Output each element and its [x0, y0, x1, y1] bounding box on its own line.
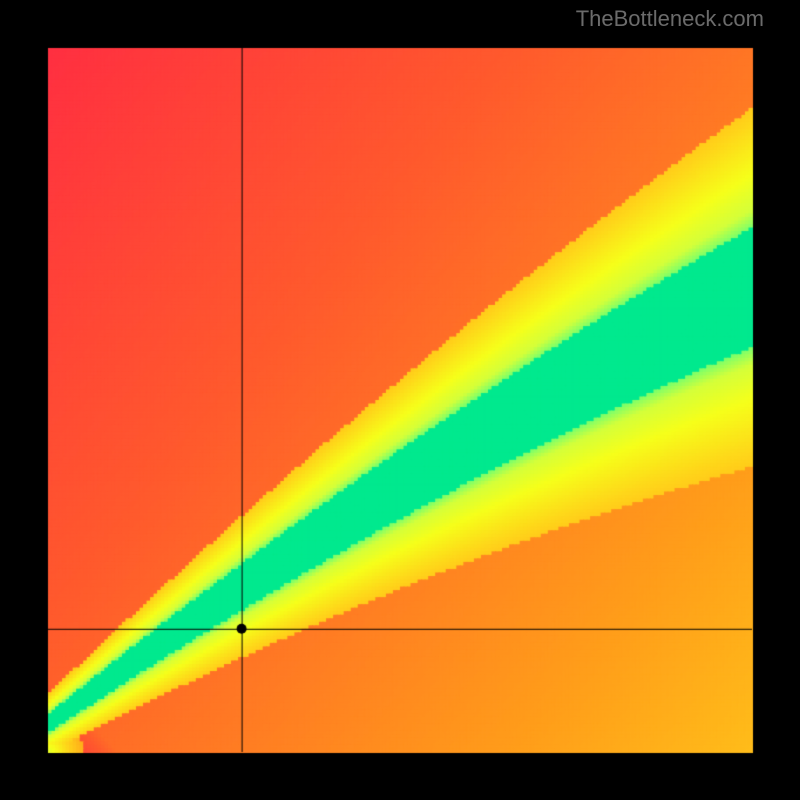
- bottleneck-heatmap: [0, 0, 800, 800]
- watermark-text: TheBottleneck.com: [576, 6, 764, 32]
- chart-container: TheBottleneck.com: [0, 0, 800, 800]
